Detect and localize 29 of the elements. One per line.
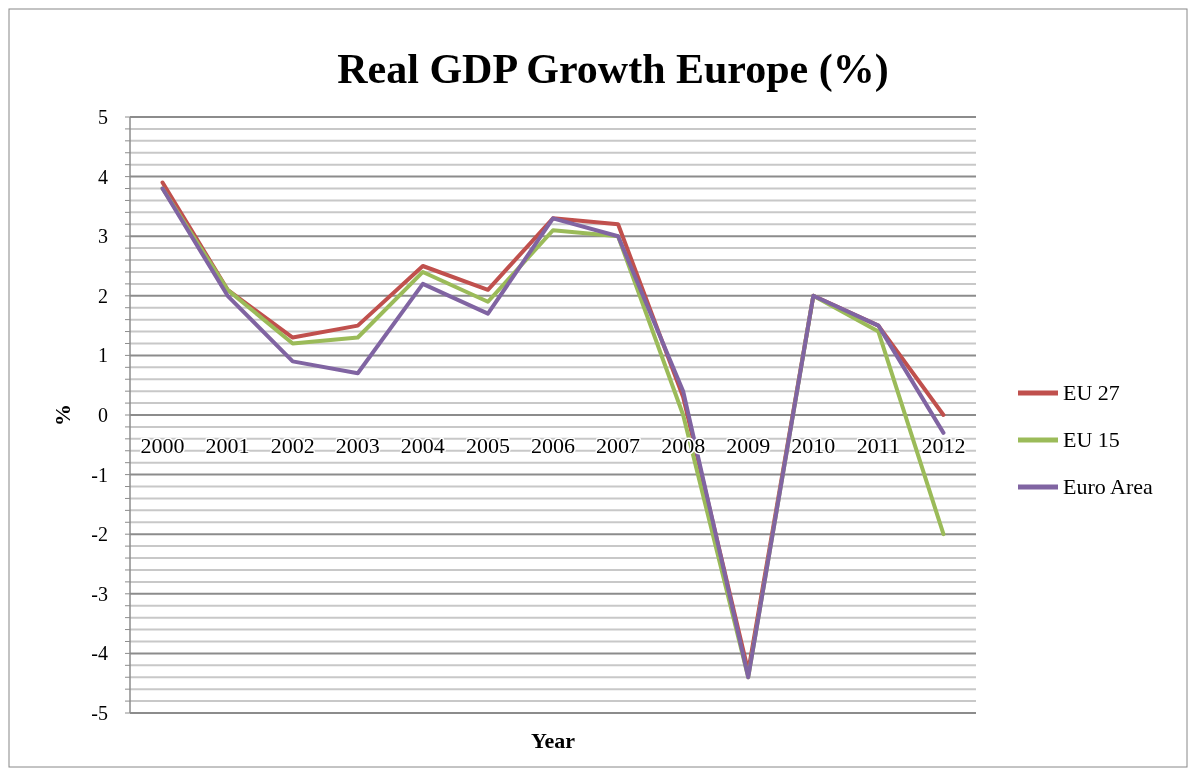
x-axis-title: Year (531, 728, 576, 753)
x-tick-label: 2002 (270, 433, 315, 458)
x-tick-label: 2011 (856, 433, 900, 458)
legend-label: EU 27 (1063, 380, 1120, 405)
y-tick-label: 2 (98, 284, 108, 307)
x-tick-label: 2005 (465, 433, 510, 458)
x-tick-label: 2006 (531, 433, 575, 458)
y-tick-label: -4 (91, 642, 108, 665)
legend-label: Euro Area (1063, 474, 1154, 499)
y-tick-label: -3 (91, 582, 108, 605)
chart-title: Real GDP Growth Europe (%) (337, 46, 889, 93)
x-tick-label: 2012 (921, 433, 966, 458)
legend-label: EU 15 (1063, 427, 1120, 452)
y-tick-label: 1 (98, 344, 108, 367)
y-tick-label: -2 (91, 523, 108, 546)
x-tick-label: 2004 (400, 433, 445, 458)
x-tick-label: 2000 (140, 433, 185, 458)
y-tick-label: 3 (98, 225, 108, 248)
x-tick-label: 2007 (596, 433, 641, 458)
x-tick-label: 2003 (335, 433, 380, 458)
y-axis-title: % (50, 404, 75, 426)
y-tick-label: 0 (98, 404, 108, 426)
x-tick-label: 2010 (791, 433, 836, 458)
y-tick-label: -1 (91, 463, 108, 486)
y-tick-label: -5 (91, 702, 108, 724)
y-tick-label: 4 (98, 165, 108, 188)
x-tick-label: 2009 (726, 433, 771, 458)
y-tick-label: 5 (98, 106, 108, 128)
x-tick-label: 2001 (205, 433, 250, 458)
